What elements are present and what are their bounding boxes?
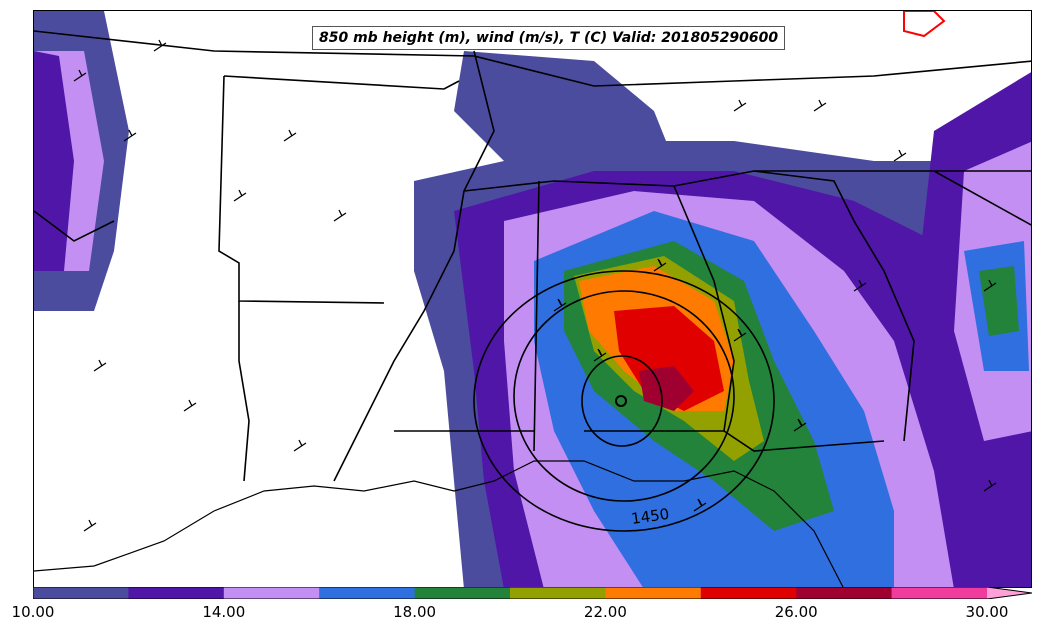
colorbar-tick-label: 30.00 <box>965 603 1009 621</box>
state-boundaries <box>34 30 1031 482</box>
wind-barbs <box>73 39 997 532</box>
colorbar-segment <box>414 587 511 599</box>
colorbar-segment <box>128 587 225 599</box>
coastline <box>34 460 844 587</box>
colorbar-tick-label: 26.00 <box>774 603 818 621</box>
colorbar-segment <box>700 587 797 599</box>
weather-map: 1450 <box>34 11 1031 587</box>
shade-26-main <box>639 366 694 411</box>
colorbar-segment <box>510 587 606 599</box>
colorbar-tick-label: 18.00 <box>393 603 437 621</box>
colorbar <box>33 587 1032 599</box>
colorbar-segment <box>33 587 129 599</box>
colorbar-tick-label: 22.00 <box>583 603 627 621</box>
map-title: 850 mb height (m), wind (m/s), T (C) Val… <box>312 26 786 50</box>
colorbar-segment <box>605 587 702 599</box>
map-panel: 1450 850 mb height (m), wind (m/s), T (C… <box>33 10 1032 588</box>
colorbar-outline <box>33 587 1032 599</box>
colorbar-segment <box>987 587 1032 599</box>
colorbar-segment <box>891 587 988 599</box>
shade-12 <box>34 51 74 271</box>
colorbar-tick-label: 14.00 <box>202 603 246 621</box>
colorbar-segment <box>319 587 416 599</box>
temperature-shading <box>34 11 1031 587</box>
contour-label: 1450 <box>630 505 670 528</box>
colorbar-segment <box>223 587 320 599</box>
colorbar-tick-label: 10.00 <box>11 603 55 621</box>
height-contours <box>473 270 775 532</box>
colorbar-segment <box>796 587 893 599</box>
